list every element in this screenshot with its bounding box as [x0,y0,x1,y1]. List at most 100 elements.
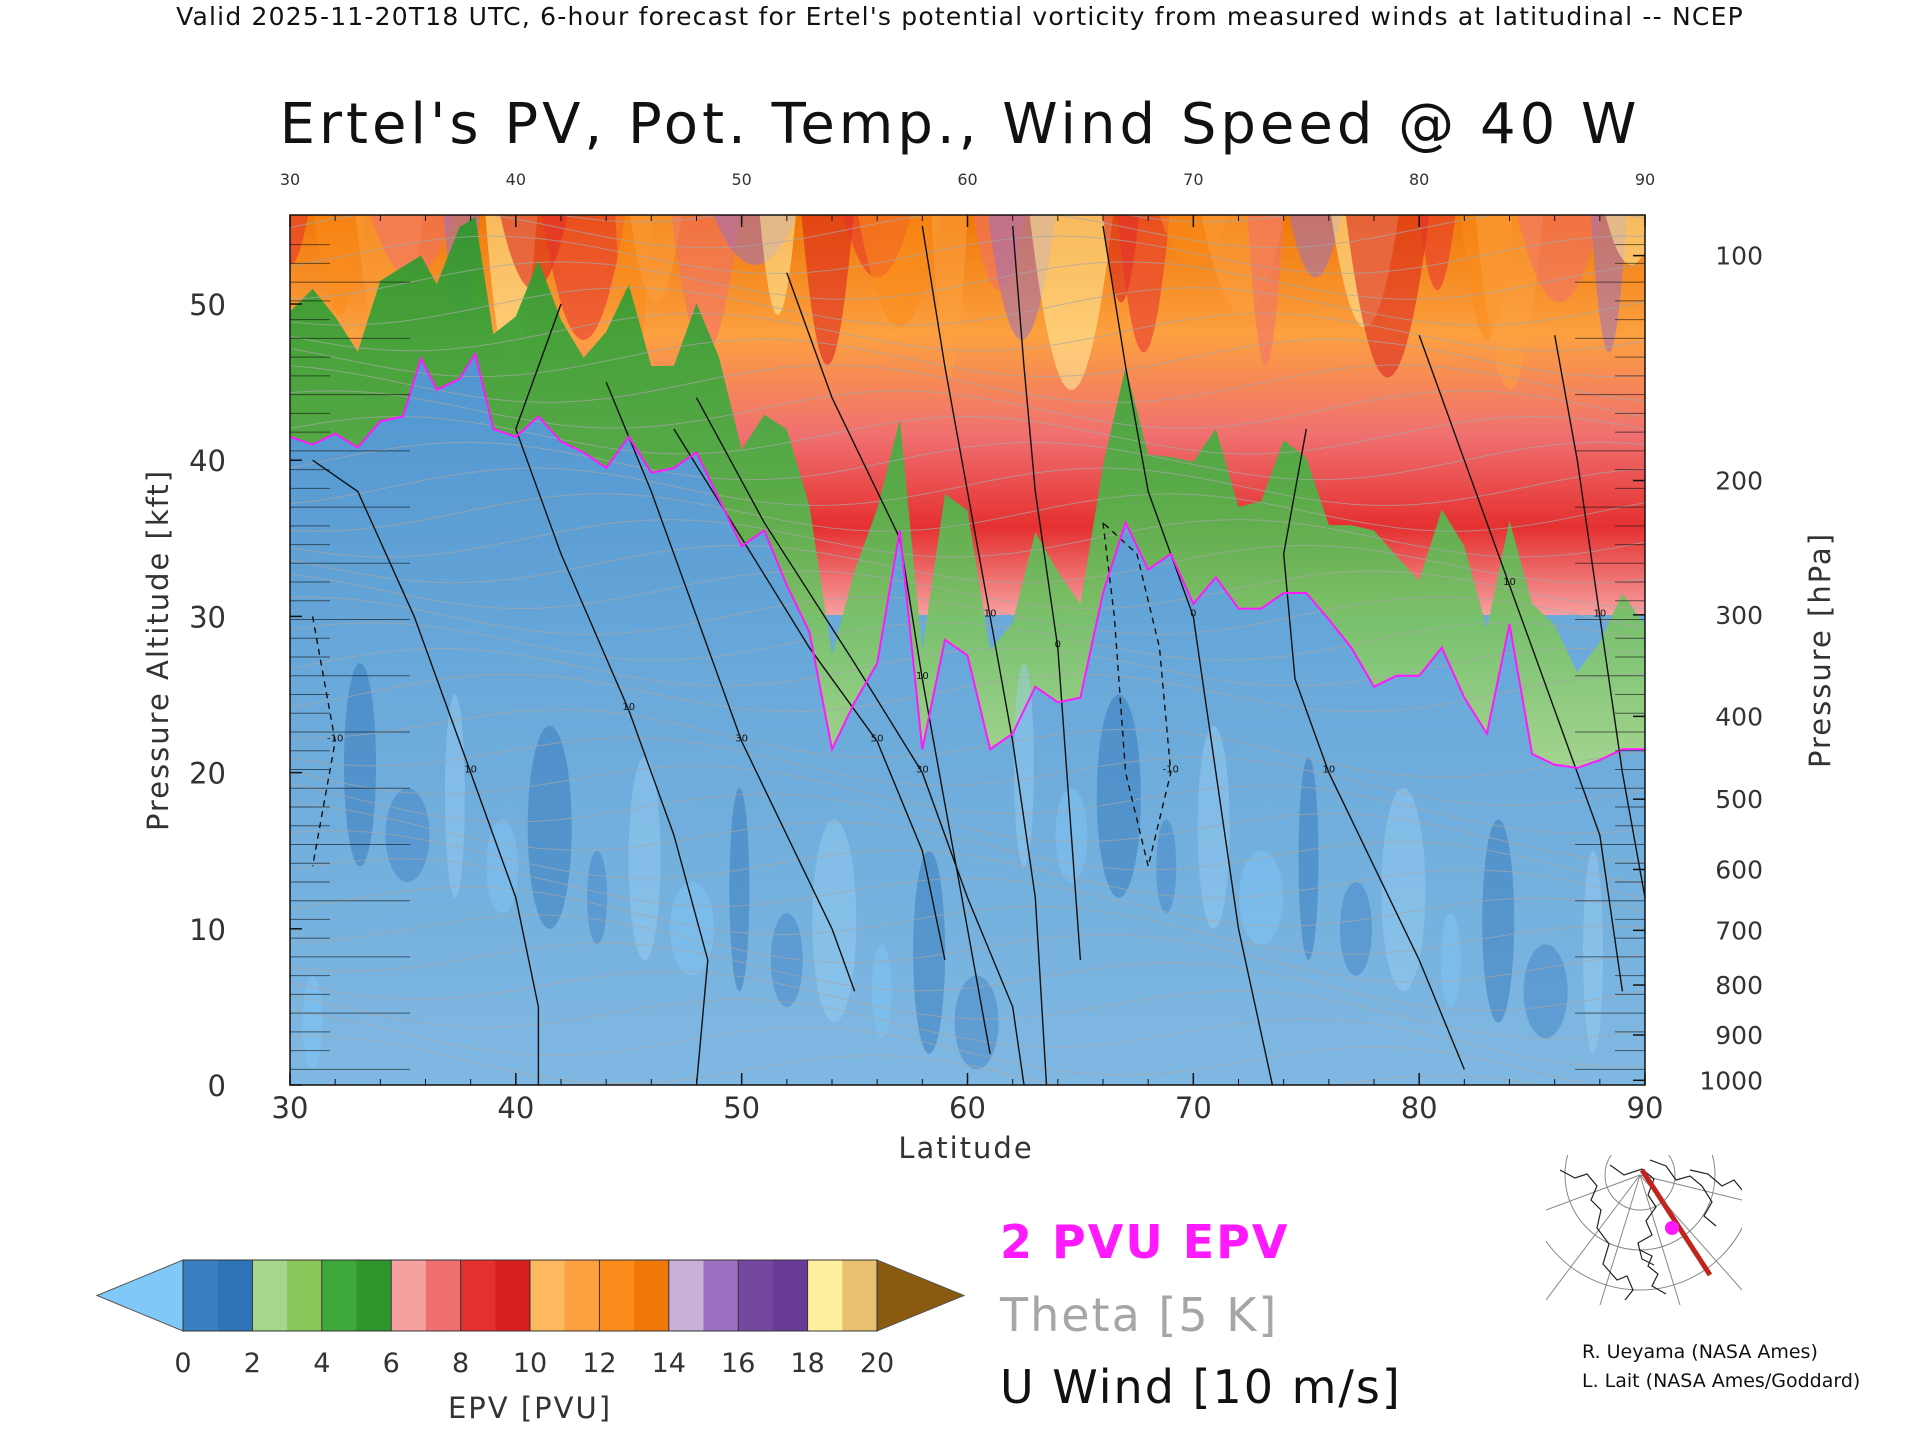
colorbar-swatch [460,1260,496,1331]
epv-streak [1339,881,1372,976]
colorbar-swatch [599,1260,635,1331]
x-tick-label: 40 [497,1091,534,1125]
legend-u-wind: U Wind [10 m/s] [1000,1360,1402,1414]
x-top-tick-label: 70 [1183,170,1203,189]
epv-spike [1345,215,1430,378]
y-axis-right: 100 200 300 400 500 600 700 800 900 1000 [1633,242,1763,1095]
u-wind-contour-label: 10 [984,608,997,619]
colorbar-tick-label: 8 [452,1348,469,1379]
y-tick-label: 30 [189,600,226,634]
theta-contour [290,709,1645,778]
colorbar-swatch [738,1260,774,1331]
theta-contour [290,647,1645,687]
x-top-tick-label: 50 [731,170,751,189]
u-wind-contour [515,303,709,1085]
epv-streak [729,788,750,992]
u-wind-contour [605,381,856,992]
epv-spike [671,215,740,353]
u-wind-contours: 10 10 30 50 30 10 10 0 0 10 10 10 -10 -10 [311,225,1645,1085]
theta-contour [290,287,1645,326]
epv-streak [486,819,519,914]
theta-contour [290,364,1645,403]
colorbar-label: EPV [PVU] [448,1391,612,1425]
theta-contour [290,783,1645,862]
legend-theta: Theta [5 K] [1000,1288,1279,1342]
x-top-tick-label: 40 [506,170,526,189]
epv-spike [1419,215,1456,290]
theta-contour [290,622,1645,661]
u-wind-contour-label: -10 [327,733,343,744]
x-tick-label: 50 [723,1091,760,1125]
colorbar-swatch [217,1260,253,1331]
theta-contour [290,673,1645,713]
epv-spike [313,215,366,315]
theta-contour [290,802,1645,885]
u-wind-contour-label: 0 [1190,608,1196,619]
colorbar-under-arrow [95,1259,184,1332]
theta-contour [290,338,1645,378]
colorbar-swatch [287,1260,323,1331]
colorbar-swatch [842,1260,878,1331]
epv-streak [812,819,857,1023]
colorbar-tick-label: 4 [313,1348,330,1379]
u-wind-contour [1012,225,1082,961]
theta-contour [290,390,1645,429]
colorbar-tick-label: 10 [513,1348,547,1379]
pressure-tick-label: 900 [1715,1021,1763,1050]
colorbar-tick-label: 2 [244,1348,261,1379]
epv-streak [1156,819,1177,914]
epv-troposphere-field [290,354,1645,1085]
epv-spike [759,215,796,315]
u-wind-contour-label: 10 [622,702,635,713]
colorbar-tick-label: 20 [860,1348,894,1379]
theta-contour [290,441,1645,481]
u-wind-contour-label: 50 [871,733,884,744]
epv-streak [444,694,465,898]
u-wind-contour [312,459,540,1085]
colorbar-swatch [321,1260,357,1331]
epv-streak [1239,850,1284,945]
theta-contour [290,994,1645,1068]
x-axis-top: 30 40 50 60 70 80 90 [280,170,1655,227]
u-wind-contour-label: 10 [1503,577,1516,588]
epv-streak [1298,756,1319,961]
u-wind-contour-label: 0 [1055,640,1061,651]
x-tick-label: 60 [949,1091,986,1125]
inset-map [1546,1155,1742,1305]
epv-spike [1475,215,1544,390]
pressure-tick-label: 200 [1715,467,1763,496]
y-axis-left: 0 10 20 30 40 50 [189,288,302,1103]
x-tick-label: 70 [1175,1091,1212,1125]
u-wind-contour [1418,335,1624,992]
colorbar-swatch [634,1260,670,1331]
pressure-tick-label: 800 [1715,971,1763,1000]
x-tick-label: 80 [1401,1091,1438,1125]
epv-streak [1381,788,1426,992]
epv-streak [913,850,946,1054]
u-wind-contour [921,225,1048,1085]
u-wind-contour-label: 30 [735,733,748,744]
colorbar-tick-label: 14 [652,1348,686,1379]
epv-spike [1517,215,1601,303]
x-top-tick-label: 60 [957,170,977,189]
epv-spike [1605,215,1645,265]
colorbar-swatch [703,1260,739,1331]
colorbar-tick-label: 12 [582,1348,616,1379]
theta-contour [290,519,1645,558]
location-marker [1665,1221,1679,1235]
colorbar-swatch [425,1260,462,1331]
pressure-tick-label: 500 [1715,785,1763,814]
epv-high-blobs [290,215,1645,390]
epv-streak [1013,663,1034,867]
colorbar-tick-label: 16 [721,1348,755,1379]
x-axis-bottom: 30 40 50 60 70 80 90 [272,1073,1663,1125]
u-wind-contour-label: 10 [1593,608,1606,619]
epv-streak [1523,944,1568,1039]
colorbar-swatch [530,1260,566,1331]
pressure-tick-label: 600 [1715,855,1763,884]
y-tick-label: 10 [189,913,226,947]
colorbar-over-arrow [876,1259,966,1332]
x-top-tick-label: 90 [1635,170,1655,189]
pressure-tick-label: 300 [1715,601,1763,630]
u-wind-contour-label: 10 [1322,765,1335,776]
